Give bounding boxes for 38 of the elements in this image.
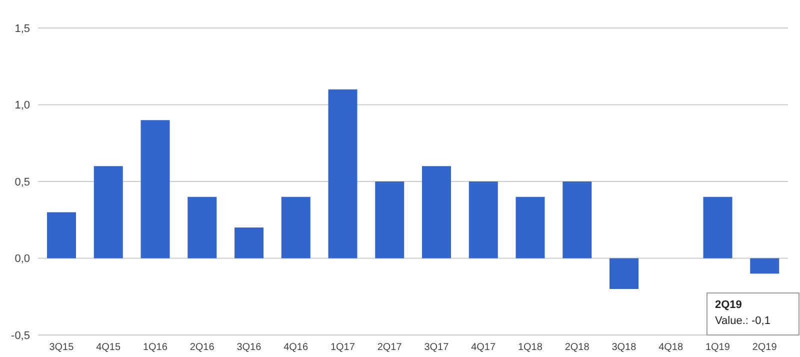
annotation: Value.: -0,1 (715, 315, 770, 327)
x-tick-label: 4Q15 (96, 342, 121, 354)
bar (422, 166, 451, 258)
x-tick-label: 1Q17 (330, 342, 356, 354)
bar (47, 212, 76, 258)
bar (328, 89, 358, 258)
bar (468, 182, 498, 258)
x-tick-label: 2Q17 (377, 342, 402, 354)
bar (610, 258, 638, 289)
x-tick-label: 2Q18 (564, 342, 590, 354)
y-tick-label: 0,0 (14, 253, 30, 266)
bar (140, 120, 170, 258)
x-tick-label: 4Q18 (658, 342, 684, 354)
x-tick-label: 4Q17 (471, 342, 496, 354)
x-tick-label: 3Q18 (612, 342, 637, 354)
annotation: 2Q19 (715, 299, 742, 311)
bar (281, 196, 310, 258)
y-tick-label: 0,5 (14, 176, 30, 188)
x-tick-label: 3Q15 (49, 342, 74, 354)
bar (234, 228, 264, 258)
bar (375, 182, 404, 258)
x-tick-label: 1Q18 (518, 342, 543, 354)
bar (516, 196, 545, 258)
bar (750, 258, 780, 274)
x-tick-label: 3Q17 (424, 342, 450, 354)
bar (562, 182, 592, 258)
y-tick-label: -0,5 (11, 330, 30, 342)
bar (94, 166, 123, 258)
x-tick-label: 1Q16 (142, 342, 168, 354)
bar (188, 196, 217, 258)
x-tick-label: 4Q16 (284, 342, 308, 354)
y-tick-label: 1,5 (14, 22, 30, 35)
bar (703, 196, 732, 258)
x-tick-label: 3Q16 (236, 342, 262, 354)
x-tick-label: 2Q19 (752, 342, 778, 354)
y-tick-label: 1,0 (14, 100, 30, 112)
x-tick-label: 1Q19 (705, 342, 730, 354)
x-tick-label: 2Q16 (190, 342, 215, 354)
